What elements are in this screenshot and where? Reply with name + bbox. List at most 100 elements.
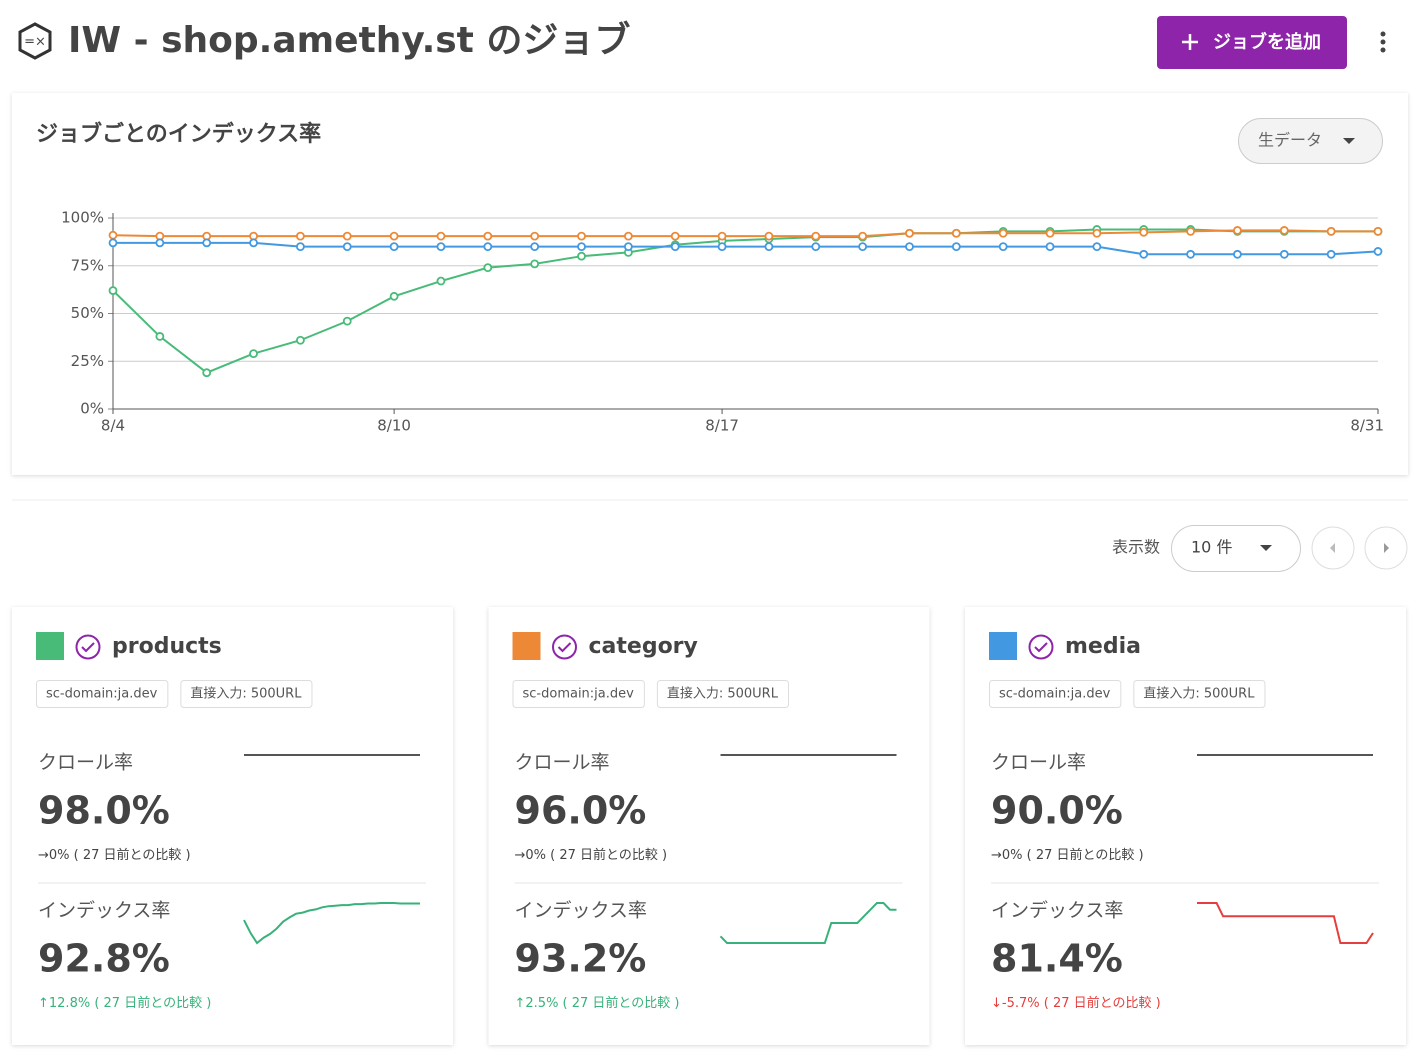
data-point	[717, 242, 727, 252]
data-point	[1139, 227, 1149, 237]
metric-change: ↑12.8% ( 27 日前との比較 )	[38, 995, 211, 1011]
select-caret	[1260, 545, 1272, 551]
header: =× IW - shop.amethy.st のジョブ ジョブを追加	[18, 16, 1386, 69]
logo	[18, 22, 52, 60]
logo-glyph: =×	[24, 35, 46, 50]
data-point	[530, 242, 540, 252]
chart-title: ジョブごとのインデックス率	[36, 121, 321, 147]
change-value: ↓-5.7%	[991, 996, 1040, 1011]
data-point	[436, 242, 446, 252]
data-point	[249, 349, 258, 359]
series-line	[112, 229, 1378, 238]
data-point	[155, 332, 165, 341]
change-note: ( 27 日前との比較 )	[70, 847, 191, 863]
x-tick-label: 8/4	[101, 417, 125, 435]
color-swatch	[989, 632, 1017, 660]
data-point	[202, 238, 212, 248]
data-point	[249, 238, 258, 248]
metric-change: ↑2.5% ( 27 日前との比較 )	[515, 995, 680, 1011]
metric-label: インデックス率	[38, 900, 170, 922]
change-value: →0%	[38, 848, 70, 863]
metric-value: 90.0%	[991, 789, 1123, 833]
change-value: ↑12.8%	[38, 996, 90, 1011]
metric-label: インデックス率	[515, 900, 647, 922]
tag	[180, 680, 313, 708]
change-note: ( 27 日前との比較 )	[558, 995, 679, 1011]
tag-label: sc-domain:ja.dev	[999, 687, 1111, 702]
data-point	[483, 263, 493, 273]
data-point	[998, 242, 1008, 252]
y-tick-label: 75%	[71, 256, 104, 274]
data-point	[998, 228, 1008, 238]
data-point	[108, 230, 118, 240]
data-dropdown[interactable]	[1238, 118, 1383, 164]
tag-label: sc-domain:ja.dev	[46, 687, 158, 702]
data-point	[1233, 226, 1242, 235]
data-point	[764, 242, 774, 252]
data-point	[623, 231, 633, 241]
tag-label: sc-domain:ja.dev	[523, 687, 635, 702]
data-point	[577, 231, 586, 241]
data-point	[1233, 249, 1242, 259]
y-tick-label: 25%	[71, 352, 104, 370]
x-tick-label: 8/10	[377, 417, 411, 435]
page-size-select[interactable]	[1171, 525, 1301, 572]
data-point	[1186, 226, 1195, 236]
data-point	[905, 228, 914, 238]
dropdown-label: 生データ	[1258, 131, 1322, 150]
tag-label: 直接入力: 500URL	[1143, 686, 1255, 702]
add-job-button[interactable]	[1157, 16, 1347, 69]
data-point	[577, 242, 586, 252]
metric-change: →0% ( 27 日前との比較 )	[515, 847, 668, 863]
data-point	[1279, 226, 1289, 235]
color-swatch	[512, 632, 541, 660]
data-point	[1092, 228, 1102, 238]
chart-card	[12, 93, 1408, 475]
status-check	[1034, 642, 1048, 653]
prev-icon	[1330, 543, 1335, 553]
sparkline	[719, 902, 897, 944]
tag	[1133, 680, 1266, 708]
metric-label: インデックス率	[991, 900, 1123, 922]
change-value: →0%	[515, 848, 547, 863]
data-point	[1045, 228, 1055, 238]
tag-label: 直接入力: 500URL	[190, 686, 302, 702]
data-point	[342, 316, 352, 326]
next-icon	[1384, 543, 1389, 553]
tag	[512, 680, 645, 708]
metric-value: 81.4%	[991, 937, 1123, 981]
job-card: products sc-domain:ja.dev 直接入力: 500URL クロール…	[12, 607, 453, 1045]
data-point	[342, 242, 352, 252]
change-note: ( 27 日前との比較 )	[546, 847, 667, 863]
data-point	[436, 276, 446, 286]
data-point	[436, 231, 446, 241]
data-point	[1326, 249, 1336, 259]
metric-change: →0% ( 27 日前との比較 )	[38, 847, 191, 863]
data-point	[811, 242, 821, 252]
page-title: IW - shop.amethy.st のジョブ	[68, 19, 630, 61]
y-tick-label: 0%	[80, 400, 104, 418]
data-point	[108, 286, 118, 295]
data-point	[905, 242, 914, 252]
data-point	[108, 238, 118, 248]
data-point	[1326, 226, 1336, 236]
y-tick-label: 50%	[71, 304, 104, 322]
metric-change: ↓-5.7% ( 27 日前との比較 )	[991, 995, 1161, 1011]
job-card: category sc-domain:ja.dev 直接入力: 500URL クロール…	[488, 607, 930, 1045]
status-check	[557, 642, 572, 653]
color-swatch	[36, 632, 64, 660]
data-point	[764, 231, 774, 241]
data-point	[296, 335, 305, 345]
metric-value: 92.8%	[38, 937, 170, 981]
add-job-label: ジョブを追加	[1213, 31, 1321, 53]
series-line	[113, 241, 1379, 256]
data-point	[1373, 226, 1383, 236]
sparkline	[1197, 902, 1374, 944]
change-note: ( 27 日前との比較 )	[1023, 847, 1144, 863]
page-size-label: 表示数	[1112, 538, 1160, 557]
menu-button[interactable]	[1380, 31, 1386, 53]
data-point	[858, 242, 868, 252]
data-point	[811, 231, 821, 241]
data-point	[670, 231, 680, 241]
